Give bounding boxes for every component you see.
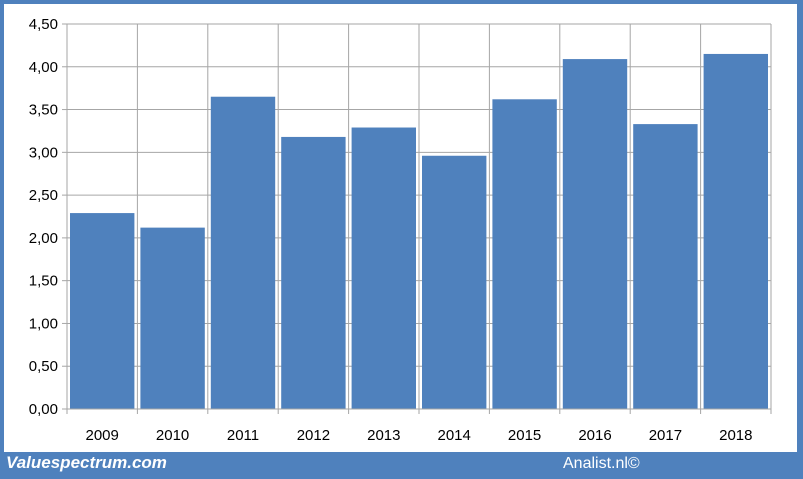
x-tick-label: 2017 [649, 427, 682, 444]
footer-source-right: Analist.nl© [563, 455, 640, 472]
bar-chart: 0,00 0,50 1,00 1,50 2,00 2,50 3,00 3,50 4,00 4,50… [29, 16, 772, 444]
x-tick-label: 2010 [156, 427, 189, 444]
footer-source-left: Valuespectrum.com [6, 453, 167, 472]
bar-2018 [703, 53, 768, 409]
bar-2017 [633, 124, 698, 409]
bar-2010 [140, 227, 205, 409]
bar-2012 [281, 136, 346, 409]
x-tick-label: 2009 [86, 427, 119, 444]
x-tick-label: 2012 [297, 427, 330, 444]
bar-2013 [351, 127, 416, 410]
axis-layer [62, 23, 772, 414]
bar-2014 [422, 155, 487, 409]
y-tick-label: 4,50 [29, 16, 58, 33]
x-tick-label: 2014 [438, 427, 471, 444]
y-tick-label: 3,50 [29, 102, 58, 119]
x-tick-label: 2016 [578, 427, 611, 444]
y-tick-label: 0,00 [29, 401, 58, 418]
label-layer: 0,00 0,50 1,00 1,50 2,00 2,50 3,00 3,50 4,00 4,50… [29, 16, 753, 444]
bar-2011 [210, 96, 276, 409]
y-tick-label: 4,00 [29, 59, 58, 76]
bar-2015 [492, 99, 557, 410]
y-tick-label: 1,50 [29, 273, 58, 290]
x-tick-label: 2015 [508, 427, 541, 444]
y-tick-label: 0,50 [29, 358, 58, 375]
x-tick-label: 2013 [367, 427, 400, 444]
y-tick-label: 2,50 [29, 187, 58, 204]
y-tick-label: 2,00 [29, 230, 58, 247]
x-tick-label: 2011 [227, 427, 259, 444]
bar-2009 [70, 213, 135, 409]
bar-layer [70, 53, 768, 410]
y-tick-label: 1,00 [29, 315, 58, 332]
chart-frame: 0,00 0,50 1,00 1,50 2,00 2,50 3,00 3,50 4,00 4,50… [4, 4, 797, 452]
x-tick-label: 2018 [719, 427, 752, 444]
y-tick-label: 3,00 [29, 144, 58, 161]
bar-2016 [562, 59, 628, 409]
